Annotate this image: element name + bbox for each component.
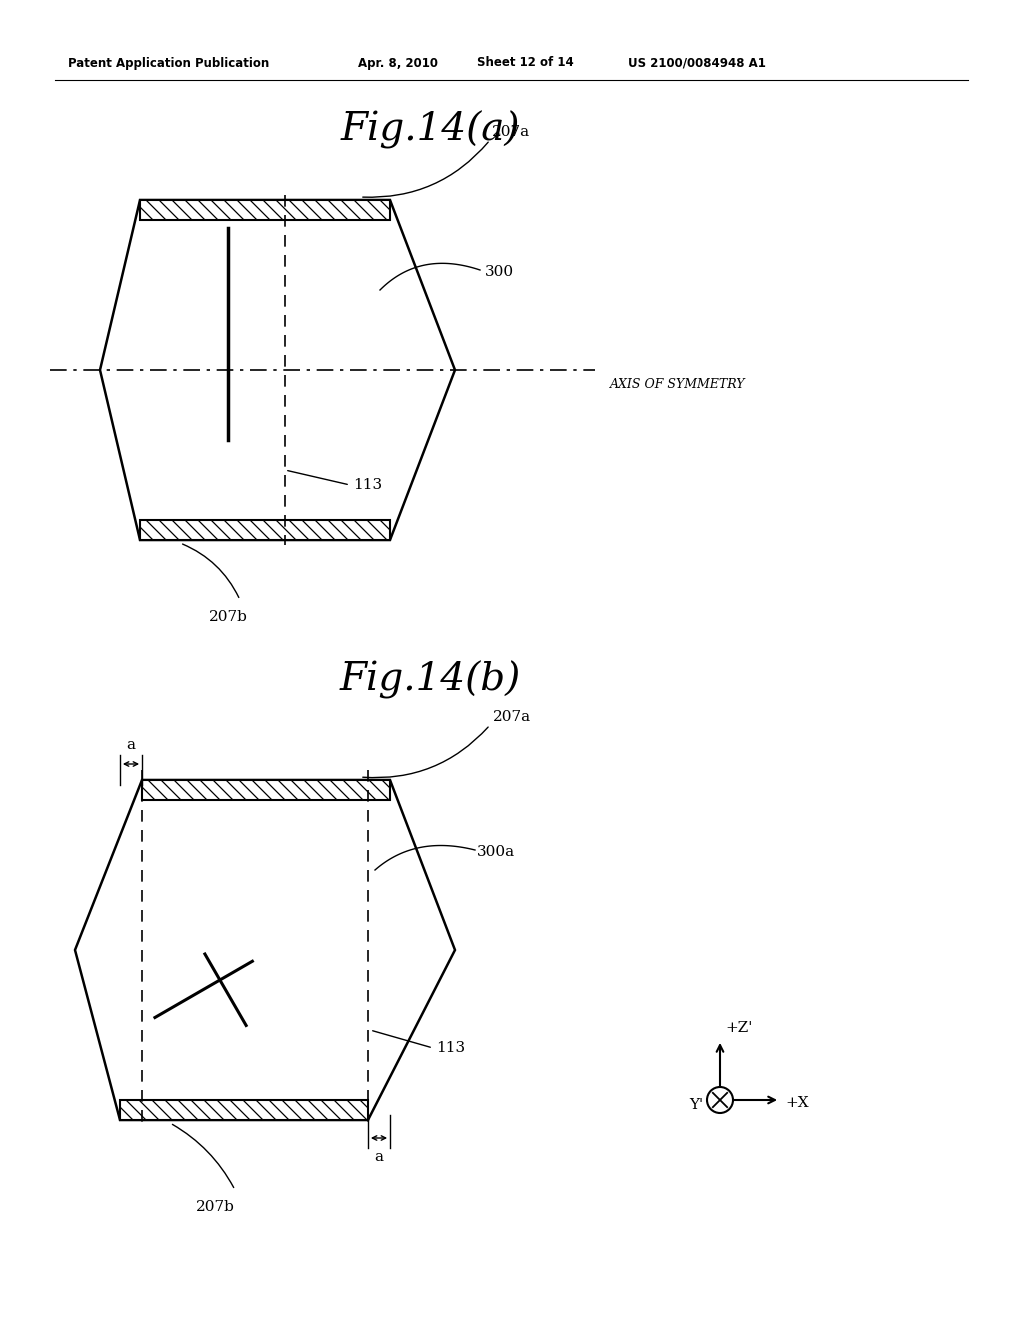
Polygon shape — [140, 520, 390, 540]
Polygon shape — [140, 201, 390, 220]
Polygon shape — [75, 780, 455, 1119]
Text: 207b: 207b — [209, 610, 248, 624]
Polygon shape — [100, 201, 455, 540]
Text: +X: +X — [785, 1096, 809, 1110]
Polygon shape — [142, 780, 390, 800]
Text: 207a: 207a — [492, 125, 530, 139]
Text: a: a — [127, 738, 135, 752]
Text: 300: 300 — [485, 265, 514, 279]
Text: 207b: 207b — [196, 1200, 234, 1214]
Text: AXIS OF SYMMETRY: AXIS OF SYMMETRY — [610, 379, 745, 392]
Text: 207a: 207a — [493, 710, 531, 723]
Circle shape — [707, 1086, 733, 1113]
Text: Patent Application Publication: Patent Application Publication — [68, 57, 269, 70]
Text: +Z': +Z' — [725, 1020, 753, 1035]
Text: 300a: 300a — [477, 845, 515, 859]
Text: Fig.14(a): Fig.14(a) — [340, 111, 520, 149]
Text: Y': Y' — [689, 1098, 703, 1111]
Text: a: a — [375, 1150, 384, 1164]
Text: US 2100/0084948 A1: US 2100/0084948 A1 — [628, 57, 766, 70]
Text: Fig.14(b): Fig.14(b) — [339, 661, 520, 700]
Text: 113: 113 — [436, 1041, 465, 1055]
Text: Apr. 8, 2010: Apr. 8, 2010 — [358, 57, 438, 70]
Text: Sheet 12 of 14: Sheet 12 of 14 — [477, 57, 573, 70]
Text: 113: 113 — [353, 478, 382, 492]
Polygon shape — [120, 1100, 368, 1119]
